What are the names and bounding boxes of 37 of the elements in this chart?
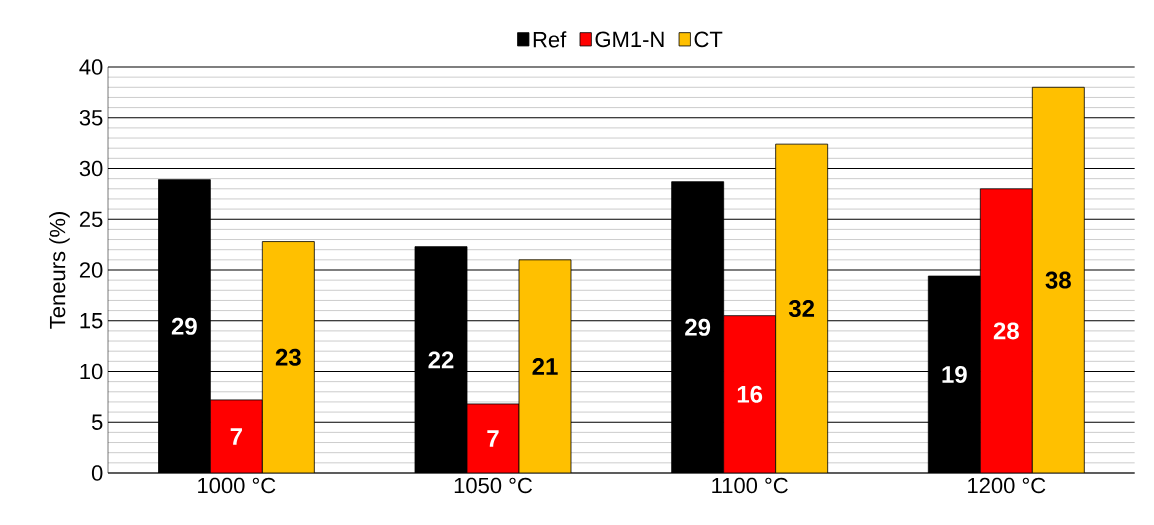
data-label: 7 [487, 430, 499, 447]
data-label: 28 [993, 322, 1019, 340]
y-tick-label: 30 [79, 160, 103, 177]
data-label: 29 [685, 318, 711, 336]
bar [518, 259, 572, 473]
legend-label: CT [694, 31, 723, 48]
data-label: 7 [230, 428, 242, 445]
bar [1031, 86, 1085, 473]
data-label: 38 [1045, 271, 1071, 289]
bar [775, 143, 829, 473]
bar [209, 399, 263, 473]
y-tick-label: 15 [80, 313, 103, 329]
y-tick-label: 5 [91, 414, 103, 430]
y-tick-label: 10 [80, 363, 103, 380]
legend-label: Ref [533, 31, 567, 48]
y-tick-label: 0 [91, 465, 103, 481]
data-label: 29 [171, 317, 197, 335]
data-label: 22 [428, 351, 454, 369]
y-tick-label: 25 [79, 211, 103, 228]
legend-label: GM1-N [595, 31, 664, 48]
bar [723, 315, 777, 473]
data-label: 19 [942, 366, 967, 384]
data-label: 21 [532, 358, 558, 375]
y-tick-label: 20 [79, 262, 103, 278]
y-axis-title: Teneurs (%) [49, 212, 70, 329]
y-tick-label: 40 [79, 59, 103, 75]
x-tick-label: 1000 °C [198, 477, 276, 494]
bar [979, 188, 1033, 473]
x-tick-label: 1100 °C [712, 477, 788, 494]
bar [261, 241, 315, 473]
y-tick-label: 35 [79, 109, 103, 126]
bar [466, 403, 520, 473]
data-label: 16 [737, 385, 763, 403]
x-tick-label: 1050 °C [454, 477, 533, 494]
data-label: 23 [275, 348, 301, 366]
data-label: 32 [788, 300, 815, 318]
x-tick-label: 1200 °C [968, 477, 1046, 494]
